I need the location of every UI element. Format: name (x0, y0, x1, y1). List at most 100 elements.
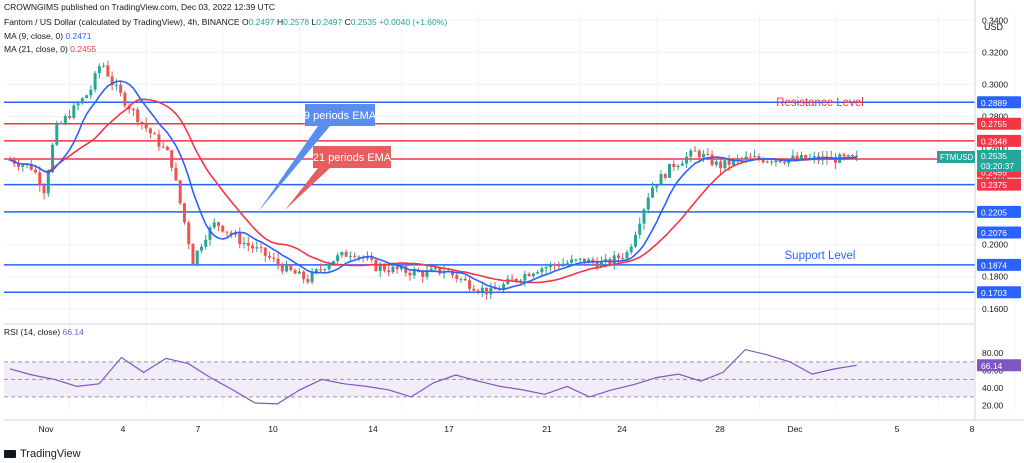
candle (536, 272, 540, 274)
candle (272, 257, 276, 259)
time-tick-label: 7 (196, 424, 201, 434)
candle (242, 242, 246, 245)
candle (93, 73, 97, 90)
candle (540, 268, 544, 273)
candle (131, 109, 135, 111)
candle (204, 239, 208, 247)
candle (599, 261, 603, 268)
candle (799, 155, 803, 159)
candle (425, 270, 429, 277)
candle (485, 287, 489, 295)
rsi-value-tag (977, 359, 1021, 372)
candle (140, 121, 144, 124)
candle (680, 163, 684, 166)
candle (153, 133, 157, 135)
candle (161, 146, 165, 148)
candle (297, 271, 301, 274)
brand-footer: TradingView (4, 448, 81, 460)
symbol-tag-label: FTMUSD (940, 153, 974, 162)
candle (548, 264, 552, 268)
price-tag (977, 96, 1021, 109)
symbol-line: Fantom / US Dollar (calculated by Tradin… (4, 17, 448, 27)
candle (89, 89, 93, 96)
symbol-text: Fantom / US Dollar (calculated by Tradin… (4, 17, 240, 27)
candle (493, 287, 497, 290)
candle (289, 265, 293, 271)
candle (123, 92, 127, 106)
candle (302, 271, 306, 280)
time-tick-label: 8 (970, 424, 975, 434)
candle (761, 159, 765, 163)
candle (268, 255, 272, 258)
ma21-value: 0.2455 (70, 44, 97, 54)
price-tick-label: 0.3400 (982, 15, 1008, 25)
candle (497, 289, 501, 291)
candle (395, 266, 399, 270)
candle (638, 223, 642, 235)
candle (365, 257, 369, 259)
candle (736, 158, 740, 160)
price-tag-label: 0.1874 (981, 260, 1007, 270)
candle (629, 246, 633, 253)
candle (710, 154, 714, 165)
candle (225, 231, 229, 233)
ema21-callout-label: 21 periods EMA (313, 152, 392, 164)
candle (527, 273, 531, 277)
price-tick-label: 0.1800 (982, 272, 1008, 282)
candle (693, 150, 697, 152)
candle (463, 278, 467, 281)
ma21-series-line (9, 98, 857, 284)
candle (46, 172, 50, 194)
candle (689, 150, 693, 157)
candle (727, 160, 731, 165)
candle (29, 164, 33, 170)
candle (748, 156, 752, 158)
candle (663, 174, 667, 178)
candle (182, 203, 186, 223)
candle (191, 244, 195, 265)
candle (399, 266, 403, 270)
candle (544, 267, 548, 269)
candle (557, 265, 561, 267)
price-tag (977, 226, 1021, 239)
candle (659, 174, 663, 186)
candle (136, 109, 140, 122)
candle (387, 270, 391, 273)
time-tick-label: 21 (542, 424, 552, 434)
candle (336, 255, 340, 262)
candle (604, 258, 608, 262)
candle (63, 116, 67, 123)
candle (68, 116, 72, 118)
currency-label: USD (984, 22, 1004, 32)
price-tick-label: 0.2000 (982, 240, 1008, 250)
price-tag (977, 178, 1021, 191)
candle (348, 255, 352, 257)
candle (310, 272, 314, 283)
candle (795, 155, 799, 159)
candle (306, 279, 310, 283)
candle (157, 134, 161, 147)
time-tick-label: Nov (38, 424, 54, 434)
candle (846, 154, 850, 157)
candle (621, 258, 625, 260)
price-tag-label: 0.2455 (981, 167, 1007, 177)
candle (744, 156, 748, 159)
resistance-level-label: Resistance Level (776, 97, 864, 109)
candle (655, 185, 659, 188)
candle (72, 105, 76, 118)
candle (765, 161, 769, 163)
candle (187, 222, 191, 245)
candle (59, 122, 63, 124)
candle (778, 160, 782, 163)
rsi-value-tag-label: 66.14 (981, 361, 1003, 371)
time-tick-label: 24 (617, 424, 627, 434)
candle (110, 76, 114, 85)
candle (55, 123, 59, 145)
candle (404, 266, 408, 273)
low-value: 0.2497 (316, 17, 343, 27)
candle (246, 242, 250, 246)
price-tag-label: 0.2889 (981, 98, 1007, 108)
candle (855, 155, 859, 157)
candle (565, 262, 569, 264)
candle (234, 233, 238, 235)
